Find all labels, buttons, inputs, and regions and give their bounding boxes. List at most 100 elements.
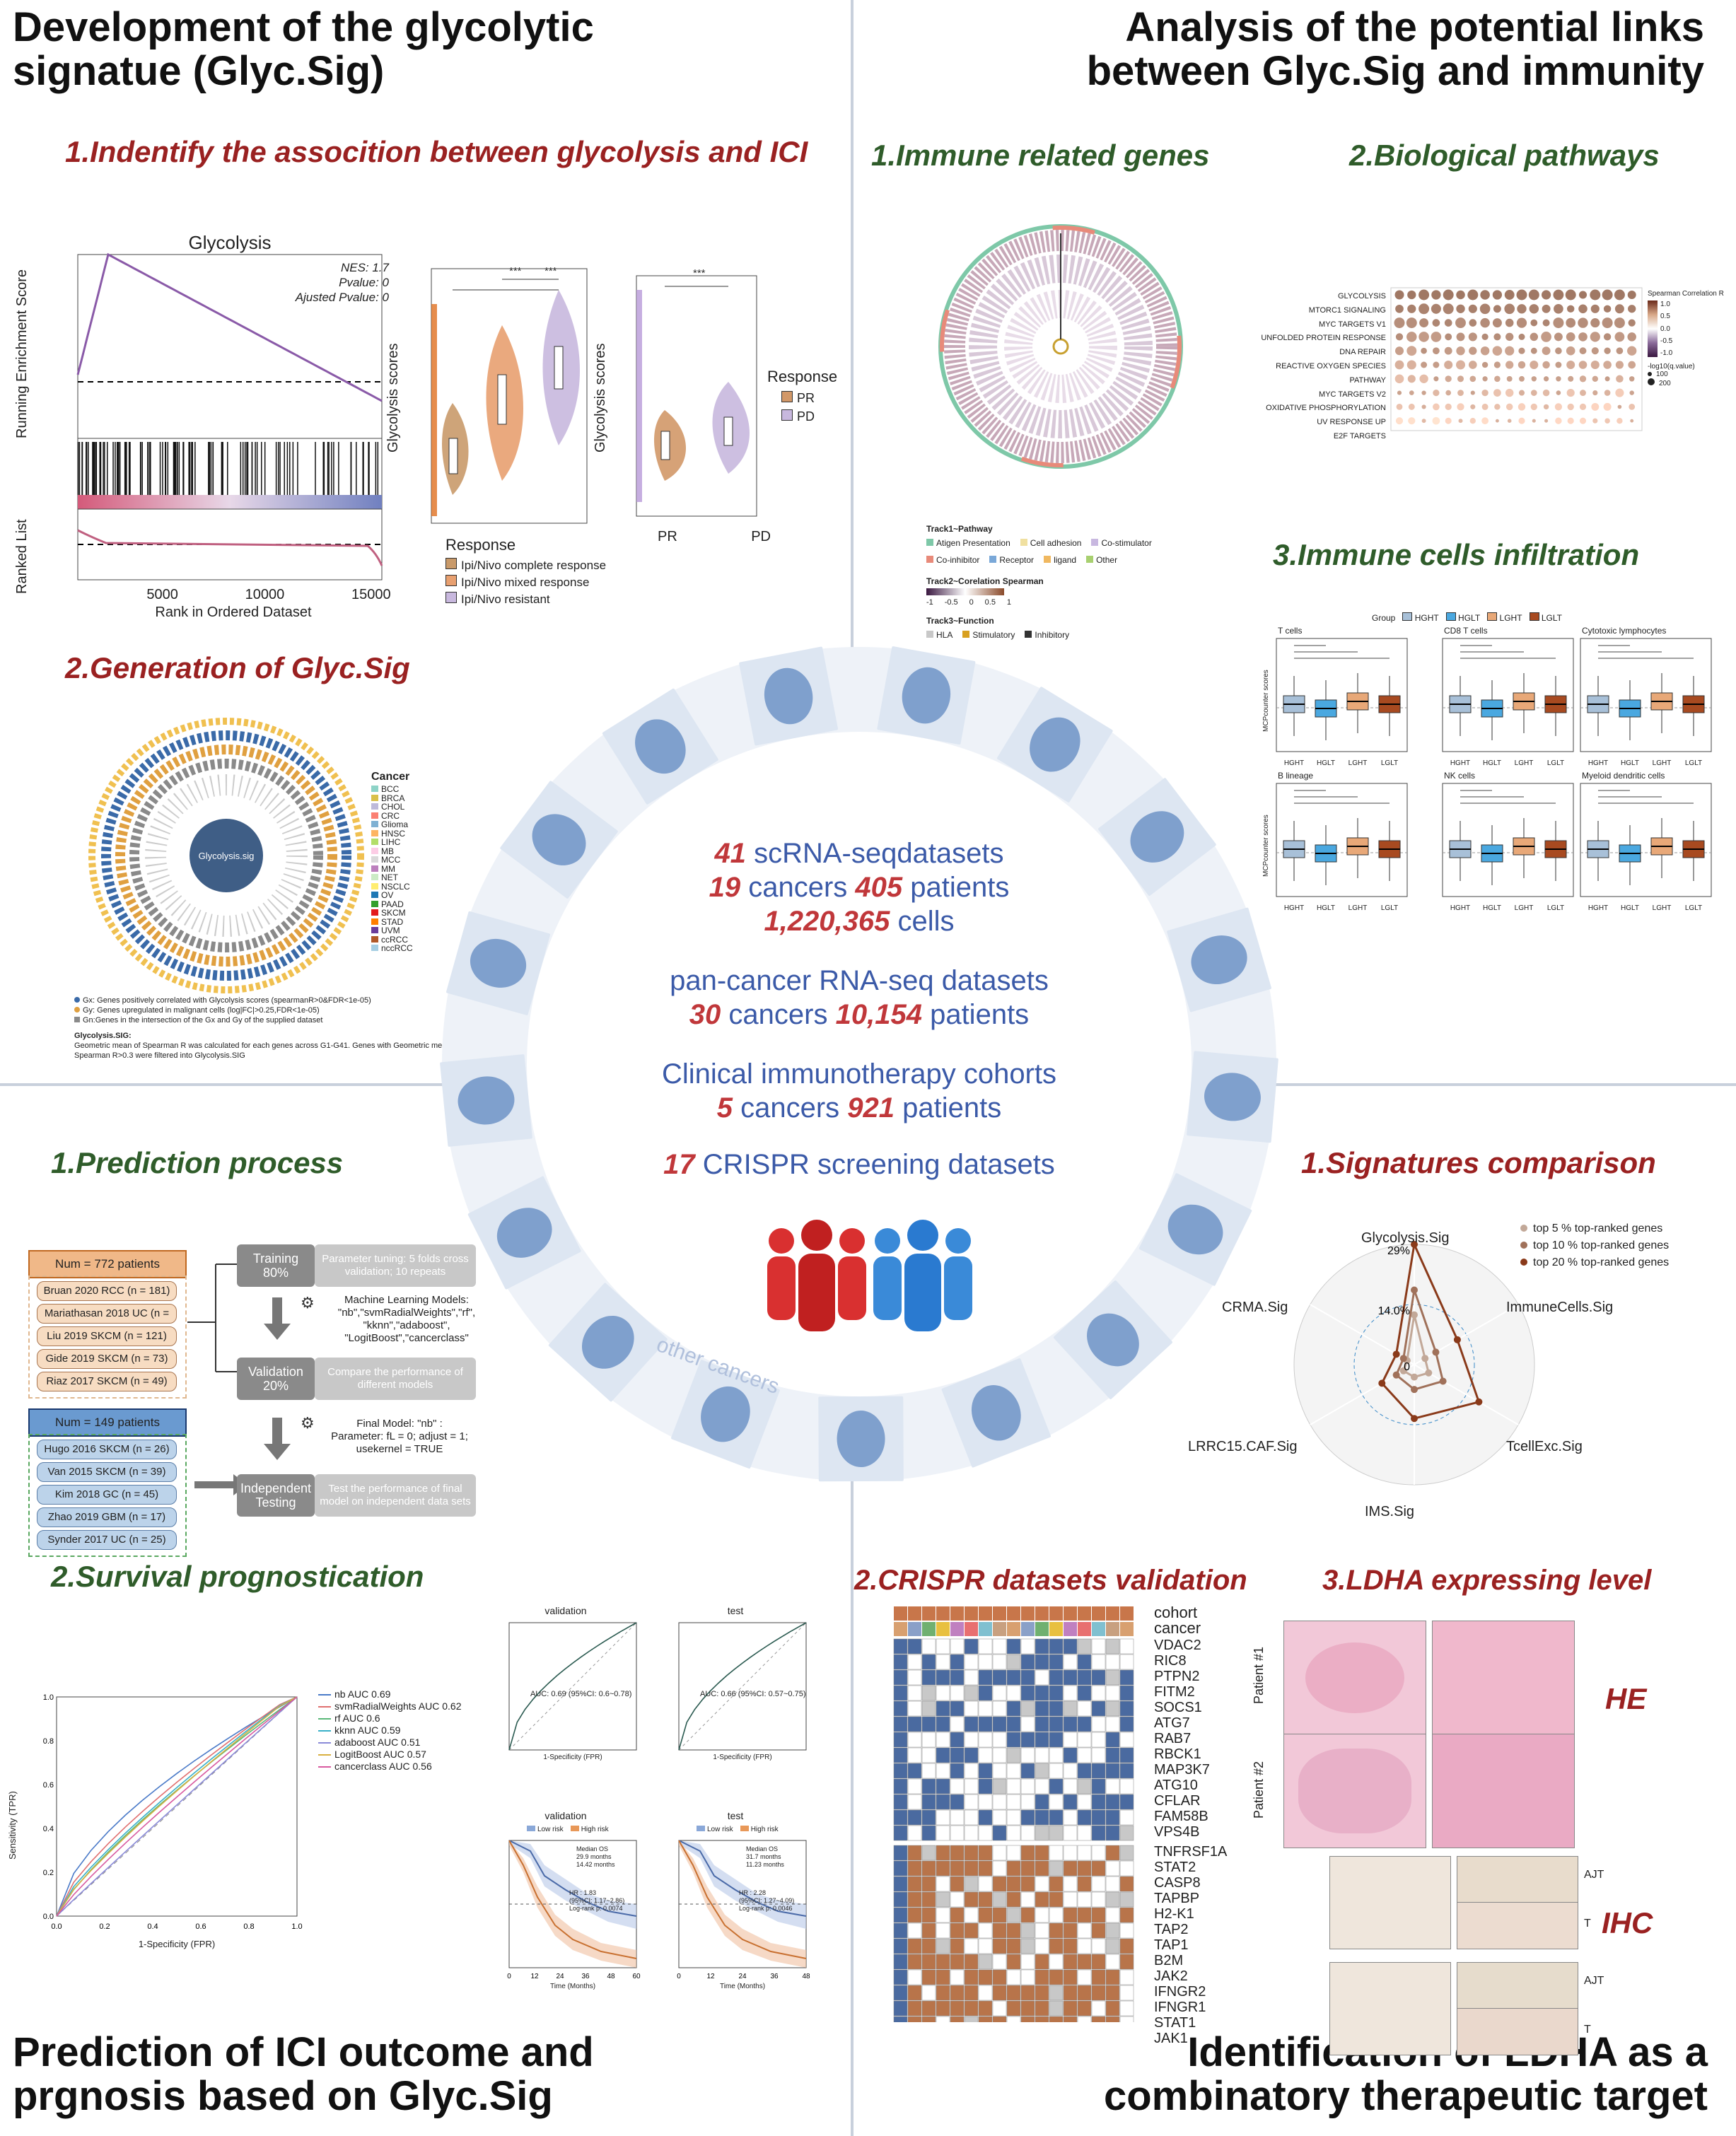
circ-legend-swatch	[371, 812, 378, 819]
pathway-dot	[1480, 317, 1490, 328]
roc-xtick: 0.4	[147, 1922, 158, 1931]
circ-legend-item: CHOL	[371, 803, 413, 812]
pathway-name: GLYCOLYSIS	[1337, 292, 1386, 300]
ajt-label-2: AJT	[1584, 1975, 1604, 1987]
heatmap-cell	[1091, 1969, 1106, 1985]
heatmap-cell	[1063, 1907, 1078, 1923]
violin2-legend-item: PD	[781, 407, 815, 426]
heatmap-cell	[1049, 1876, 1064, 1892]
track2-gradient	[926, 588, 1004, 595]
heatmap-cell	[1091, 1747, 1106, 1763]
patient1-label-box: Patient #1	[1252, 1626, 1273, 1725]
heatmap-cell	[936, 1716, 950, 1732]
pathway-dot	[1614, 317, 1625, 329]
circ-legend-swatch	[371, 856, 378, 863]
gsea-ranked-box: Ranked List	[14, 519, 35, 594]
heatmap-cell	[921, 2000, 936, 2017]
pathway-dot	[1469, 375, 1476, 383]
cancer-cell	[979, 1622, 992, 1636]
title-prediction: Prediction of ICI outcome and prgnosis b…	[13, 2029, 594, 2119]
heatmap-cell	[893, 1891, 908, 1908]
km-legend-item: High risk	[740, 1826, 779, 1833]
test-cohort: Hugo 2016 SKCM (n = 26)	[37, 1440, 177, 1459]
hm-gene-label: FAM58B	[1154, 1809, 1208, 1824]
heatmap-cell	[1020, 1907, 1035, 1923]
heatmap-cell	[950, 1700, 965, 1717]
roc-curve	[56, 1696, 298, 1917]
heatmap-cell	[1006, 1845, 1021, 1861]
violin-legend-item: Ipi/Nivo mixed response	[445, 574, 606, 591]
pathway-dot	[1433, 347, 1440, 355]
heatmap-cell	[936, 2016, 950, 2022]
pathway-name: MYC TARGETS V2	[1319, 390, 1386, 399]
pathway-size-item: 100	[1648, 370, 1725, 378]
heatmap-cell	[1063, 1700, 1078, 1717]
box-xtick: LGHT	[1348, 759, 1368, 767]
svg-text:⚙: ⚙	[301, 1295, 315, 1312]
pathway-dot	[1394, 374, 1404, 384]
heatmap-cell	[1091, 1778, 1106, 1794]
pathway-name: DNA REPAIR	[1339, 348, 1386, 357]
heatmap-cell	[964, 1716, 979, 1732]
track1-item: Co-inhibitor	[926, 553, 979, 567]
heatmap-cell	[1063, 1716, 1078, 1732]
heatmap-cell	[950, 1938, 965, 1954]
pathway-dot	[1421, 419, 1426, 424]
ml-models: Machine Learning Models: "nb","svmRadial…	[337, 1294, 476, 1344]
heatmap-cell	[950, 1747, 965, 1763]
circ-legend-label: NSCLC	[381, 881, 410, 892]
heatmap-cell	[936, 1685, 950, 1701]
track2-title: Track2~Corelation Spearman	[926, 576, 1044, 586]
km-curve-high	[678, 1840, 807, 1959]
radar-legend-swatch	[1520, 1242, 1527, 1249]
box-legend-title: Group	[1372, 612, 1396, 623]
cohort-cell	[1106, 1606, 1119, 1621]
heatmap-cell	[978, 1985, 993, 2001]
heatmap-cell	[992, 2000, 1007, 2017]
ihc-image-1-low	[1329, 1856, 1451, 1949]
heatmap-cell	[1020, 1969, 1035, 1985]
organ-tile	[877, 646, 976, 745]
heatmap-cell	[1049, 1845, 1064, 1861]
radar-point	[1411, 1386, 1418, 1394]
heatmap-cell	[921, 1794, 936, 1810]
heatmap-cell	[1105, 2016, 1120, 2022]
subtitle-survival: 2.Survival prognostication	[51, 1560, 424, 1593]
pathway-dot	[1507, 419, 1512, 423]
pathway-dot	[1493, 361, 1501, 368]
radar-point	[1392, 1371, 1400, 1379]
pathway-dot	[1530, 403, 1537, 411]
small-roc-curve	[678, 1622, 807, 1751]
heatmap-cell	[936, 2000, 950, 2017]
cohort-cell	[922, 1606, 936, 1621]
subtitle-association: 1.Indentify the assocition between glyco…	[65, 135, 808, 168]
circ-def-title: Glycolysis.SIG:	[74, 1032, 132, 1040]
hm-gene-label: ATG10	[1154, 1778, 1198, 1793]
pathway-dot	[1590, 332, 1600, 342]
circ-legend-label: BCC	[381, 784, 400, 794]
heatmap-cell	[1063, 1794, 1078, 1810]
heatmap-cell	[950, 1716, 965, 1732]
pathway-dot	[1578, 317, 1588, 328]
heatmap-cell	[1119, 1716, 1134, 1732]
hm-gene-label: SOCS1	[1154, 1700, 1202, 1715]
heatmap-cell	[936, 1732, 950, 1748]
pathway-dot	[1630, 419, 1634, 423]
pathway-dot	[1567, 417, 1574, 424]
roc-curve	[56, 1696, 298, 1917]
pathway-dot	[1542, 290, 1551, 300]
pathway-dot	[1480, 346, 1490, 356]
heatmap-cell	[1006, 1860, 1021, 1877]
heatmap-cell	[921, 1891, 936, 1908]
heatmap-cell	[992, 1969, 1007, 1985]
immune-genes-circos	[938, 224, 1183, 469]
circ-legend-swatch	[371, 918, 378, 925]
heatmap-cell	[1049, 1747, 1064, 1763]
heatmap-cell	[893, 1778, 908, 1794]
track3-item: Inhibitory	[1025, 628, 1069, 642]
heatmap-cell	[1105, 1763, 1120, 1779]
organ-tile	[500, 781, 618, 899]
heatmap-cell	[1020, 2000, 1035, 2017]
heatmap-cell	[921, 1700, 936, 1717]
pathway-dot	[1543, 404, 1549, 410]
